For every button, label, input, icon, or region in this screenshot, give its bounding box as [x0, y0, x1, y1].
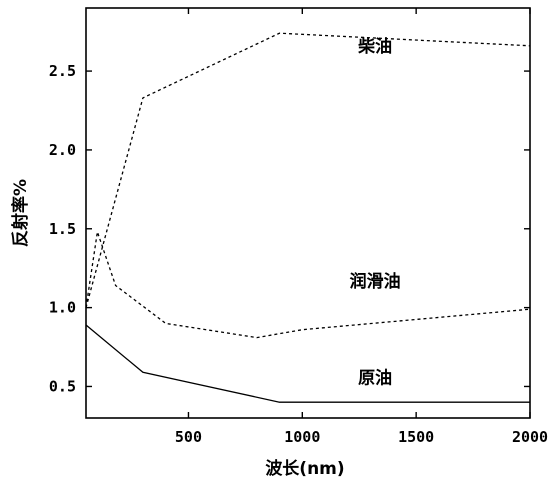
- axis-ticks: [86, 8, 531, 418]
- y-tick-label: 2.5: [49, 62, 76, 80]
- crude-oil-label: 原油: [358, 367, 392, 388]
- y-tick-label: 2.0: [49, 141, 76, 159]
- x-axis-title: 波长(nm): [265, 458, 344, 479]
- x-tick-label: 1000: [284, 428, 320, 446]
- y-axis-title: 反射率%: [10, 179, 31, 247]
- plot-area-frame: [85, 7, 531, 419]
- y-tick-label: 0.5: [49, 377, 76, 395]
- y-tick-label: 1.5: [49, 220, 76, 238]
- crude-oil-series-line: [85, 324, 530, 403]
- x-tick-label: 2000: [512, 428, 548, 446]
- series-layer: [85, 32, 531, 403]
- lubricant-series-line: [85, 231, 531, 339]
- lubricant-label: 润滑油: [350, 271, 401, 292]
- y-tick-label: 1.0: [49, 299, 76, 317]
- diesel-label: 柴油: [357, 36, 392, 57]
- x-tick-label: 1500: [398, 428, 434, 446]
- x-tick-labels: 500 1000 1500 2000: [175, 428, 548, 446]
- x-tick-label: 500: [175, 428, 202, 446]
- diesel-series-line: [85, 32, 531, 308]
- y-tick-labels: 0.5 1.0 1.5 2.0 2.5: [49, 62, 76, 395]
